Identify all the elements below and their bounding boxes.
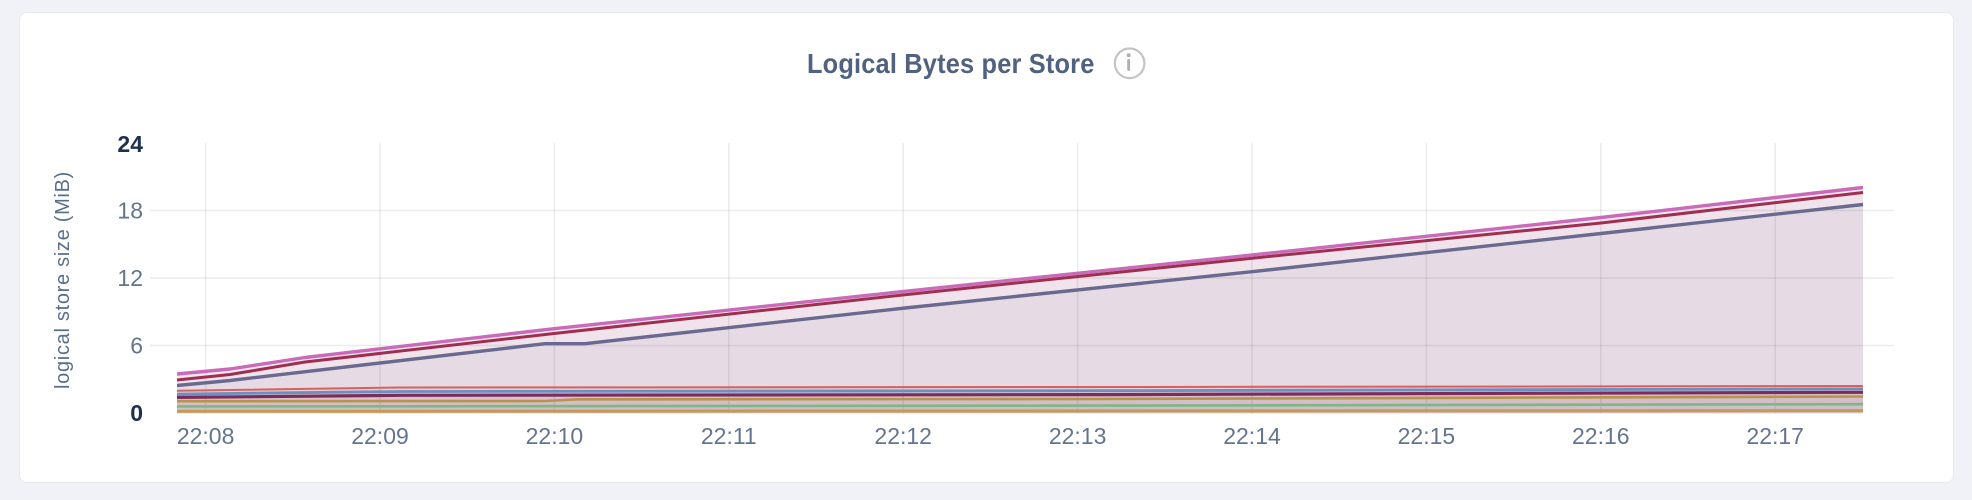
svg-text:18: 18 [117, 198, 143, 224]
svg-text:22:10: 22:10 [526, 423, 584, 449]
svg-text:22:12: 22:12 [874, 423, 932, 449]
svg-text:22:16: 22:16 [1572, 423, 1630, 449]
svg-text:22:13: 22:13 [1049, 423, 1107, 449]
svg-text:logical store size (MiB): logical store size (MiB) [52, 171, 74, 389]
svg-text:22:14: 22:14 [1223, 423, 1281, 449]
svg-text:12: 12 [117, 265, 143, 291]
svg-text:0: 0 [130, 400, 143, 426]
svg-text:6: 6 [130, 333, 143, 359]
svg-text:22:08: 22:08 [177, 423, 235, 449]
svg-text:22:17: 22:17 [1746, 423, 1804, 449]
svg-text:24: 24 [117, 131, 143, 157]
svg-text:22:09: 22:09 [351, 423, 409, 449]
svg-text:22:11: 22:11 [701, 423, 757, 449]
svg-text:22:15: 22:15 [1398, 423, 1456, 449]
